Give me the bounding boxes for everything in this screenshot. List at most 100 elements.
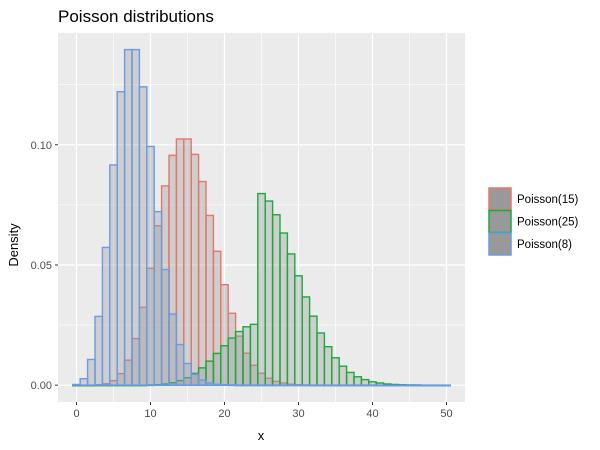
bar-poisson-8-x23	[242, 384, 252, 387]
bar-poisson-8-x17	[197, 379, 207, 386]
bar-poisson-8-x5	[109, 164, 118, 386]
bar-poisson-8-x9	[138, 86, 148, 386]
bar-poisson-8-x50	[442, 384, 451, 387]
bar-poisson-25-x26	[264, 200, 274, 386]
bar-poisson-8-x27	[271, 384, 281, 387]
bar-poisson-8-x34	[323, 384, 333, 387]
bar-poisson-25-x24	[249, 323, 259, 386]
bar-poisson-8-x14	[175, 343, 185, 386]
bar-poisson-8-x26	[264, 384, 274, 387]
legend-key-poisson-25	[488, 209, 512, 234]
x-tick-label: 40	[366, 408, 378, 420]
y-axis-label: Density	[6, 223, 21, 267]
bar-poisson-8-x47	[419, 384, 429, 387]
bar-poisson-8-x12	[160, 268, 170, 386]
bar-poisson-15-x17	[197, 180, 207, 386]
bar-poisson-8-x18	[205, 382, 215, 386]
bar-poisson-8-x32	[308, 384, 318, 387]
bar-poisson-25-x27	[271, 214, 281, 386]
x-tick-label: 30	[292, 408, 304, 420]
bar-poisson-8-x21	[227, 384, 237, 387]
bar-poisson-8-x45	[405, 384, 414, 387]
bar-poisson-8-x48	[427, 384, 437, 387]
bar-poisson-8-x22	[234, 384, 244, 387]
bar-poisson-25-x18	[205, 360, 215, 386]
bar-poisson-8-x33	[316, 384, 326, 387]
bar-poisson-8-x8	[131, 48, 141, 386]
bar-poisson-8-x29	[286, 384, 296, 387]
bar-poisson-8-x35	[331, 384, 340, 387]
minor-gridlines	[58, 33, 465, 402]
y-tick-label: 0.10	[31, 140, 52, 152]
x-tick-label: 0	[73, 408, 79, 420]
legend-label: Poisson(15)	[517, 194, 579, 206]
x-tick-label: 50	[440, 408, 452, 420]
bar-poisson-25-x30	[294, 275, 303, 386]
bar-poisson-8-x13	[168, 313, 178, 386]
bar-poisson-8-x41	[375, 384, 385, 387]
bar-poisson-8-x38	[353, 384, 363, 387]
bar-poisson-8-x37	[345, 384, 355, 387]
bar-poisson-8-x39	[360, 384, 370, 387]
x-tick-label: 10	[144, 408, 156, 420]
bar-poisson-8-x3	[94, 315, 104, 386]
bar-poisson-8-x2	[86, 358, 96, 386]
bar-poisson-25-x38	[353, 376, 363, 386]
bar-poisson-25-x20	[220, 345, 229, 386]
bar-poisson-8-x43	[390, 384, 400, 387]
bar-poisson-8-x36	[338, 384, 348, 387]
bar-poisson-8-x42	[382, 384, 392, 387]
bar-poisson-25-x36	[338, 365, 348, 386]
bar-poisson-8-x7	[123, 48, 133, 386]
legend: Poisson(15) Poisson(25) Poisson(8)	[488, 187, 579, 256]
bar-poisson-8-x40	[368, 384, 377, 387]
x-axis: 0 10 20 30 40 50	[73, 402, 453, 420]
bar-poisson-8-x25	[257, 384, 266, 387]
bar-poisson-15-x15	[183, 138, 192, 386]
bar-poisson-8-x4	[101, 246, 111, 386]
bar-poisson-25-x32	[308, 315, 318, 386]
bar-poisson-25-x31	[301, 296, 311, 386]
bar-poisson-8-x16	[190, 373, 200, 386]
bar-poisson-8-x49	[434, 384, 444, 387]
bar-poisson-8-x6	[116, 90, 126, 386]
bar-poisson-8-x20	[220, 383, 229, 386]
bar-poisson-8-x1	[79, 377, 89, 386]
bar-poisson-8-x44	[397, 384, 407, 387]
histogram-bars	[72, 48, 451, 387]
y-tick-label: 0.00	[31, 380, 52, 392]
bar-poisson-25-x37	[345, 371, 355, 386]
chart-title: Poisson distributions	[58, 7, 214, 26]
bar-poisson-8-x24	[249, 384, 259, 387]
bar-poisson-25-x23	[242, 326, 252, 386]
y-axis: 0.00 0.05 0.10	[31, 140, 58, 392]
y-tick-label: 0.05	[31, 260, 52, 272]
bar-poisson-15-x18	[205, 214, 215, 386]
bar-poisson-8-x19	[212, 383, 222, 386]
bar-poisson-8-x28	[279, 384, 289, 387]
bar-poisson-8-x31	[301, 384, 311, 387]
bar-poisson-8-x15	[183, 362, 192, 386]
bar-poisson-25-x21	[227, 337, 237, 386]
legend-key-poisson-15	[488, 187, 512, 211]
bar-poisson-25-x34	[323, 346, 333, 386]
bar-poisson-8-x0	[72, 383, 81, 386]
bar-poisson-25-x35	[331, 357, 340, 386]
bar-poisson-15-x16	[190, 153, 200, 386]
bar-poisson-8-x46	[412, 384, 422, 387]
x-axis-label: x	[258, 428, 265, 443]
bar-poisson-25-x28	[279, 232, 289, 386]
bar-poisson-25-x25	[257, 192, 266, 386]
x-tick-label: 20	[218, 408, 230, 420]
bar-poisson-25-x39	[360, 378, 370, 386]
legend-key-poisson-8	[488, 232, 512, 256]
legend-label: Poisson(25)	[517, 217, 579, 229]
bar-poisson-25-x22	[234, 330, 244, 386]
bar-poisson-8-x30	[294, 384, 303, 387]
legend-label: Poisson(8)	[517, 239, 572, 251]
bar-poisson-8-x10	[146, 145, 155, 386]
bar-poisson-8-x11	[153, 210, 163, 386]
bar-poisson-25-x29	[286, 253, 296, 386]
bar-poisson-25-x33	[316, 332, 326, 386]
